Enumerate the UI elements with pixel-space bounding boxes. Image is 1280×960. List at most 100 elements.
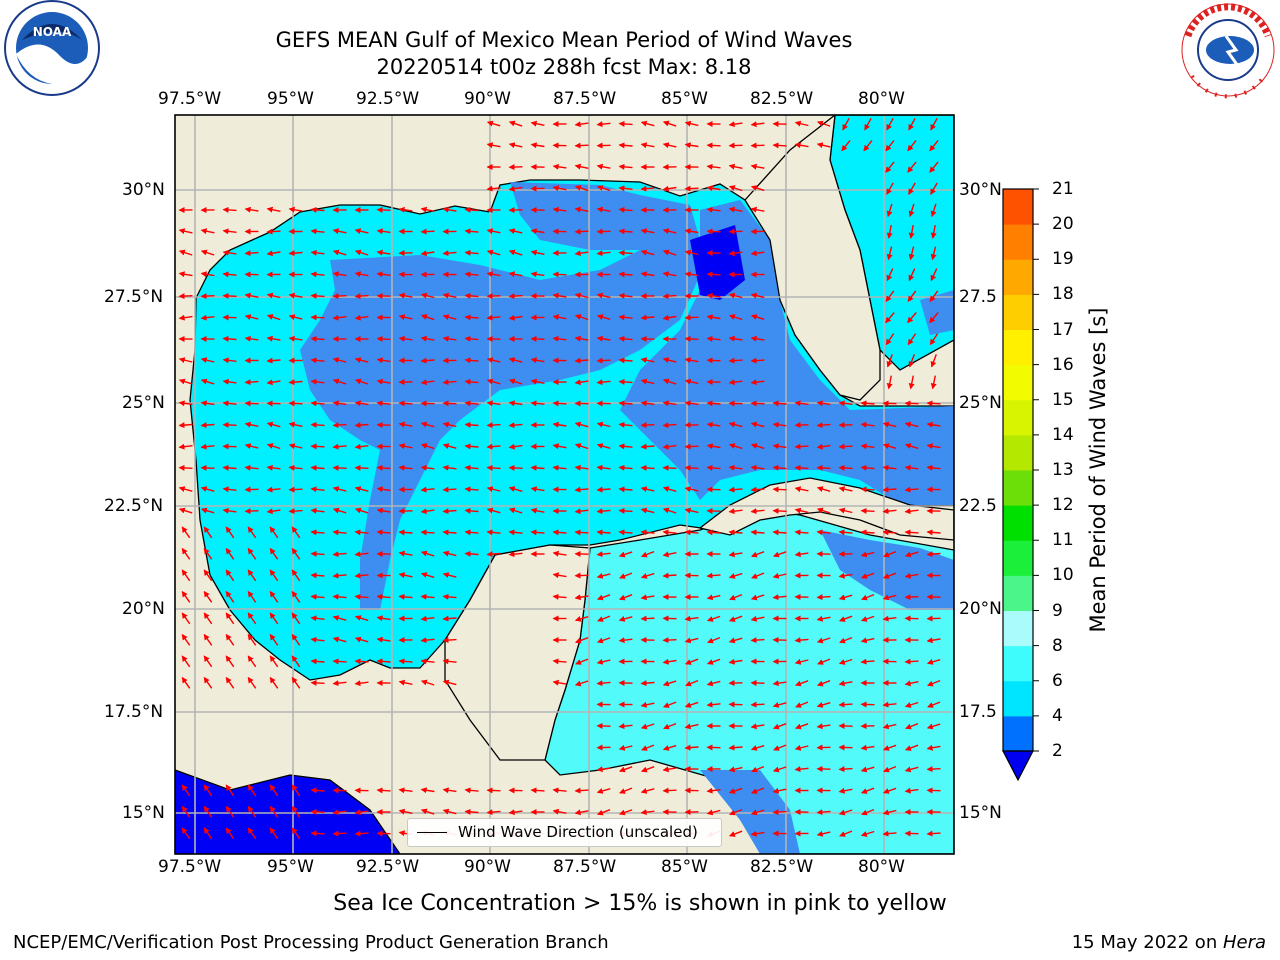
wave-direction-arrow [728,292,743,299]
wave-direction-arrow [291,784,301,797]
wave-direction-arrow [464,443,479,450]
wave-direction-arrow [266,357,281,364]
wave-direction-arrow [640,809,655,816]
cuba-land [698,477,954,541]
wave-direction-arrow [684,314,699,321]
wave-direction-arrow [508,120,523,127]
wave-direction-arrow [618,744,633,751]
wave-direction-arrow [266,206,281,213]
wave-direction-arrow [706,357,721,364]
wave-direction-arrow [574,228,589,235]
wave-direction-arrow [685,679,699,687]
wave-direction-arrow [816,615,831,622]
wave-direction-arrow [860,637,875,644]
wave-direction-arrow [860,443,875,450]
wave-direction-arrow [706,809,721,816]
wave-direction-arrow [420,593,435,600]
wave-direction-arrow [860,529,875,536]
wave-direction-arrow [508,271,523,278]
wave-direction-arrow [794,551,809,558]
wave-direction-arrow [200,443,215,450]
wave-direction-arrow [618,507,633,514]
wave-direction-arrow [244,379,259,386]
wave-direction-arrow [750,830,765,837]
wave-direction-arrow [574,809,589,816]
wave-direction-arrow [684,637,699,644]
wave-direction-arrow [354,293,369,300]
wave-direction-arrow [684,701,699,708]
wave-direction-arrow [398,658,413,665]
wave-direction-arrow [420,250,435,257]
colorbar-label: Mean Period of Wind Waves [s] [1086,307,1110,633]
wave-direction-arrow [464,271,479,278]
colorbar-tick-label: 9 [1052,600,1063,621]
wave-direction-arrow [574,185,589,192]
wave-direction-arrow [530,249,545,256]
wave-direction-arrow [908,246,915,261]
wave-direction-arrow [750,421,765,428]
wave-direction-arrow [244,464,259,471]
colorbar-segment [1003,610,1033,647]
wave-direction-arrow [618,206,633,213]
wave-direction-arrow [706,185,721,192]
wave-direction-arrow [838,464,853,471]
wave-direction-arrow [222,335,237,342]
wave-direction-arrow [442,572,457,579]
wave-direction-arrow [200,271,215,278]
wave-direction-arrow [332,314,347,321]
wave-direction-arrow [662,464,677,471]
wave-direction-arrow [930,268,938,282]
wave-direction-arrow [442,421,457,428]
footer-left: NCEP/EMC/Verification Post Processing Pr… [13,932,609,953]
wave-direction-arrow [266,508,281,515]
wave-direction-arrow [838,658,853,665]
wave-direction-arrow [596,464,611,471]
wave-direction-arrow [706,206,721,213]
wave-direction-arrow [816,529,831,536]
wave-direction-arrow [662,314,677,321]
wave-direction-arrow [772,529,787,536]
wave-direction-arrow [904,701,919,708]
wave-direction-arrow [310,636,325,643]
colorbar-tick-label: 17 [1052,319,1074,340]
wave-direction-arrow [596,379,611,386]
wave-direction-arrow [684,464,699,471]
wave-direction-arrow [640,142,655,149]
wave-direction-arrow [376,464,391,471]
wave-direction-arrow [860,658,875,665]
wave-direction-arrow [795,701,809,708]
wave-direction-arrow [200,378,215,385]
wave-direction-arrow [247,612,257,625]
wave-direction-arrow [486,809,501,816]
wave-direction-arrow [291,633,301,646]
wave-direction-arrow [574,529,589,536]
footer-machine: Hera [1222,932,1266,953]
wave-direction-arrow [640,507,655,514]
wave-direction-arrow [508,507,523,514]
wave-direction-arrow [269,590,279,603]
wave-direction-arrow [420,443,435,450]
wave-direction-arrow [905,722,919,730]
wave-direction-arrow [596,314,611,320]
wave-direction-arrow [794,658,809,665]
wave-direction-arrow [464,228,479,235]
sea-ice-note-text: Sea Ice Concentration > 15% is shown in … [333,891,947,916]
wave-direction-arrow [486,185,501,192]
colorbar-segment [1003,540,1033,576]
wave-direction-arrow [310,615,325,622]
wave-direction-arrow [200,422,215,429]
wave-direction-arrow [706,163,721,170]
wave-direction-arrow [291,655,301,668]
wave-direction-arrow [882,723,897,730]
wave-direction-arrow [838,766,853,773]
wave-direction-arrow [332,357,347,364]
wave-direction-arrow [750,787,765,794]
wave-direction-arrow [310,550,325,557]
wave-direction-arrow [508,185,523,192]
wave-direction-arrow [860,766,875,773]
wave-direction-arrow [816,594,831,601]
wave-direction-arrow [552,421,567,428]
wave-direction-arrow [200,400,215,407]
wave-direction-arrow [398,550,413,557]
wave-direction-arrow [641,744,655,751]
